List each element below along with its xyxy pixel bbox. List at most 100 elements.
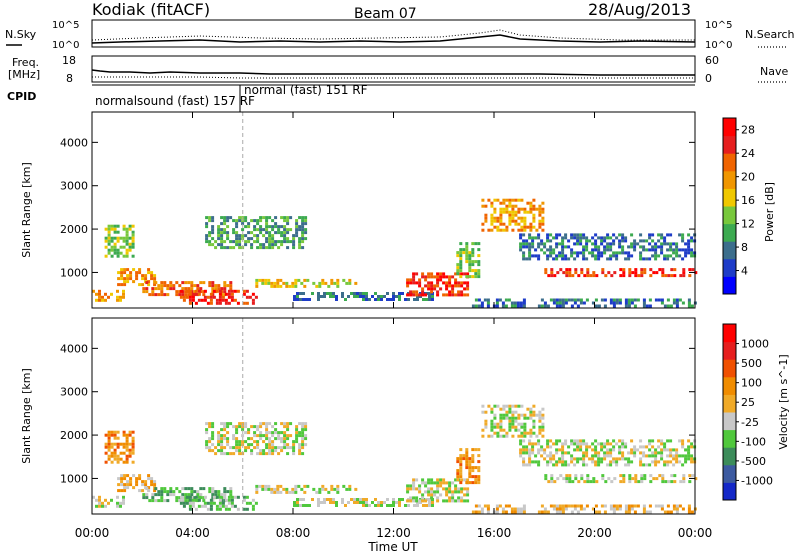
power-cell (321, 278, 325, 282)
velocity-cell (477, 454, 481, 458)
velocity-heatmap (92, 318, 698, 514)
power-cell (341, 292, 344, 295)
velocity-cell (519, 439, 523, 443)
velocity-cell (298, 434, 302, 438)
power-heatmap (92, 112, 698, 308)
power-cell (220, 234, 224, 238)
power-cell (247, 225, 251, 229)
velocity-cell (421, 493, 425, 497)
velocity-cell (181, 487, 185, 491)
velocity-cell (259, 449, 263, 453)
power-cell (525, 242, 529, 246)
power-cell (142, 287, 146, 291)
velocity-cell (259, 452, 263, 456)
power-cell (406, 293, 410, 297)
power-cell (633, 242, 637, 246)
power-cell (522, 233, 526, 237)
velocity-cell (323, 501, 326, 504)
velocity-cell (619, 480, 623, 484)
velocity-cell (459, 457, 463, 461)
velocity-cell (220, 428, 224, 432)
power-cell (274, 216, 278, 220)
velocity-cell (585, 454, 589, 458)
velocity-cell (600, 460, 604, 464)
velocity-cell (341, 498, 344, 501)
power-cell (132, 268, 136, 272)
velocity-cell (104, 460, 108, 464)
power-cell (612, 254, 616, 258)
velocity-cell (618, 439, 622, 443)
velocity-cell (250, 452, 254, 456)
velocity-cell (597, 454, 601, 458)
velocity-cell (212, 501, 216, 505)
power-cell (107, 236, 111, 240)
nsearch-label: N.Search (745, 28, 795, 41)
power-cell (235, 225, 239, 229)
power-cell (558, 301, 562, 305)
velocity-cell (481, 434, 485, 438)
power-cell (567, 298, 571, 302)
power-cell (280, 231, 284, 235)
power-cell (586, 271, 590, 275)
power-cell (182, 295, 186, 299)
velocity-cell (125, 448, 129, 452)
velocity-cell (573, 457, 577, 461)
velocity-cell (300, 487, 304, 491)
velocity-cell (621, 439, 625, 443)
power-cell (681, 248, 685, 252)
velocity-cell (493, 413, 497, 417)
power-cell (681, 236, 685, 240)
power-cell (505, 228, 509, 232)
nave-trace (92, 76, 695, 79)
velocity-cell (283, 425, 287, 429)
power-cell (412, 293, 416, 297)
power-cell (555, 257, 559, 261)
power-cell (540, 304, 544, 308)
velocity-colorbar-tick-label: 500 (741, 357, 762, 370)
velocity-cell (209, 507, 213, 511)
velocity-cell (661, 474, 665, 478)
power-cell (606, 242, 610, 246)
power-cell (377, 295, 380, 298)
velocity-cell (688, 474, 692, 478)
velocity-cell (122, 498, 125, 502)
noise-tick-right-top: 10^5 (705, 20, 732, 31)
power-cell (627, 304, 631, 308)
power-cell (603, 251, 607, 255)
velocity-cell (104, 442, 108, 446)
power-cell (380, 295, 383, 298)
power-cell (648, 298, 652, 302)
power-cell (427, 272, 431, 276)
power-cell (433, 287, 437, 291)
noise-panel (91, 19, 696, 48)
power-cell (576, 242, 580, 246)
velocity-cell (589, 480, 593, 484)
power-cell (166, 284, 170, 288)
velocity-cell (211, 449, 215, 453)
velocity-cell (226, 443, 230, 447)
power-cell (197, 298, 201, 302)
velocity-cell (211, 443, 215, 447)
velocity-cell (321, 487, 325, 491)
power-cell (265, 240, 269, 244)
power-cell (301, 240, 305, 244)
velocity-cell (564, 439, 568, 443)
velocity-cell (568, 480, 572, 484)
velocity-cell (238, 449, 242, 453)
velocity-cell (415, 496, 419, 500)
power-cell (181, 287, 185, 291)
power-cell (487, 198, 491, 202)
velocity-cell (535, 434, 539, 438)
power-cell (463, 287, 467, 291)
power-cell (604, 274, 608, 278)
power-cell (459, 269, 463, 273)
velocity-cell (660, 442, 664, 446)
velocity-cell (113, 442, 117, 446)
velocity-cell (468, 457, 472, 461)
power-colorbar-segment (723, 258, 736, 277)
power-cell (107, 230, 111, 234)
power-cell (280, 234, 284, 238)
power-cell (238, 246, 242, 250)
power-cell (525, 239, 529, 243)
power-cell (654, 251, 658, 255)
